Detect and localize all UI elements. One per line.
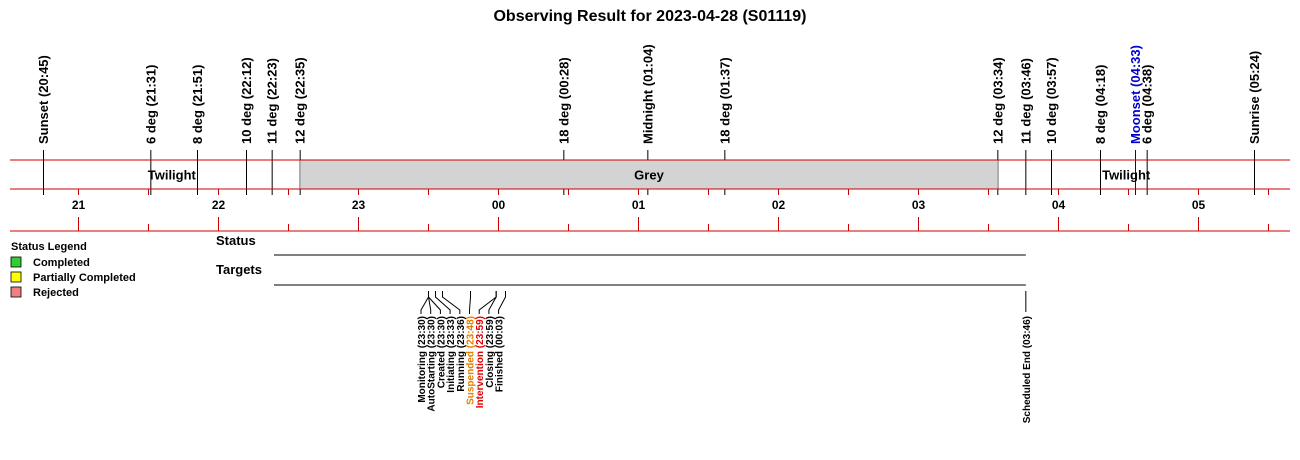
status-event-leader-suspended-23-48 bbox=[469, 291, 471, 314]
night-event-label-8-deg-04-18: 8 deg (04:18) bbox=[1093, 65, 1108, 144]
status-event-leader-created-23-30 bbox=[428, 291, 441, 314]
legend-swatch-completed bbox=[10, 256, 22, 268]
status-event-label-closing-23-59: Closing (23:59) bbox=[485, 316, 496, 388]
hour-label-23: 23 bbox=[352, 198, 366, 212]
legend-title: Status Legend bbox=[11, 241, 87, 253]
night-event-label-18-deg-00-28: 18 deg (00:28) bbox=[556, 57, 571, 144]
status-event-label-running-23-36: Running (23:36) bbox=[456, 316, 467, 392]
status-event-leader-monitoring-23-30 bbox=[420, 291, 429, 314]
status-event-leader-initiating-23-33 bbox=[435, 291, 451, 314]
night-event-label-8-deg-21-51: 8 deg (21:51) bbox=[190, 65, 205, 144]
night-event-label-sunrise-05-24: Sunrise (05:24) bbox=[1247, 51, 1262, 144]
night-event-label-12-deg-03-34: 12 deg (03:34) bbox=[990, 57, 1005, 144]
night-event-label-6-deg-21-31: 6 deg (21:31) bbox=[143, 65, 158, 144]
status-event-leader-running-23-36 bbox=[442, 291, 461, 314]
night-event-label-12-deg-22-35: 12 deg (22:35) bbox=[293, 57, 308, 144]
row-label-targets: Targets bbox=[216, 262, 262, 277]
chart-title: Observing Result for 2023-04-28 (S01119) bbox=[493, 8, 806, 25]
status-event-label-intervention-23-59: Intervention (23:59) bbox=[475, 316, 486, 408]
band-label-grey-1: Grey bbox=[634, 168, 664, 183]
status-event-label-monitoring-23-30: Monitoring (23:30) bbox=[417, 316, 428, 403]
night-event-label-11-deg-03-46: 11 deg (03:46) bbox=[1018, 58, 1033, 144]
band-grey-fill bbox=[300, 160, 998, 189]
legend-item-completed: Completed bbox=[33, 257, 90, 269]
legend-item-rejected: Rejected bbox=[33, 287, 79, 299]
status-event-label-suspended-23-48: Suspended (23:48) bbox=[466, 316, 477, 405]
hour-label-03: 03 bbox=[912, 198, 926, 212]
hour-label-04: 04 bbox=[1052, 198, 1066, 212]
hour-axis: 21 22 23 00 01 02 03 04 05 bbox=[72, 189, 1269, 231]
status-event-leader-finished-00-03 bbox=[498, 291, 506, 314]
night-bands: Twilight Grey Twilight bbox=[148, 160, 1151, 189]
status-event-label-finished-00-03: Finished (00:03) bbox=[495, 316, 506, 392]
hour-label-00: 00 bbox=[492, 198, 506, 212]
night-event-label-18-deg-01-37: 18 deg (01:37) bbox=[717, 57, 732, 144]
hour-label-22: 22 bbox=[212, 198, 226, 212]
status-event-leader-closing-23-59 bbox=[488, 291, 497, 314]
night-event-label-6-deg-04-38: 6 deg (04:38) bbox=[1140, 65, 1155, 144]
status-event-label-scheduled-end-03-46: Scheduled End (03:46) bbox=[1022, 316, 1033, 423]
night-event-label-10-deg-03-57: 10 deg (03:57) bbox=[1044, 57, 1059, 144]
night-event-label-10-deg-22-12: 10 deg (22:12) bbox=[239, 57, 254, 144]
legend-item-partially-completed: Partially Completed bbox=[33, 272, 136, 284]
night-event-label-11-deg-22-23: 11 deg (22:23) bbox=[265, 58, 280, 144]
hour-label-02: 02 bbox=[772, 198, 786, 212]
night-event-label-midnight-01-04: Midnight (01:04) bbox=[640, 44, 655, 144]
status-target-rows: Status Targets bbox=[216, 233, 1026, 286]
status-legend: Status Legend Completed Partially Comple… bbox=[10, 241, 136, 299]
status-event-markers: Monitoring (23:30)AutoStarting (23:30)Cr… bbox=[417, 291, 1033, 423]
hour-label-01: 01 bbox=[632, 198, 646, 212]
legend-swatch-partially-completed bbox=[10, 271, 22, 283]
status-event-label-initiating-23-33: Initiating (23:33) bbox=[446, 316, 457, 393]
band-label-twilight-2: Twilight bbox=[1102, 168, 1151, 183]
status-event-label-autostarting-23-30: AutoStarting (23:30) bbox=[427, 316, 438, 412]
night-event-markers: Sunset (20:45) 6 deg (21:31) 8 deg (21:51)… bbox=[36, 44, 1262, 195]
hour-label-05: 05 bbox=[1192, 198, 1206, 212]
band-label-twilight-0: Twilight bbox=[148, 168, 197, 183]
status-event-label-created-23-30: Created (23:30) bbox=[436, 316, 447, 388]
legend-swatch-rejected bbox=[10, 286, 22, 298]
hour-label-21: 21 bbox=[72, 198, 86, 212]
row-label-status: Status bbox=[216, 233, 256, 248]
night-event-label-moonset-04-33: Moonset (04:33) bbox=[1128, 45, 1143, 144]
night-event-label-sunset-20-45: Sunset (20:45) bbox=[36, 55, 51, 144]
